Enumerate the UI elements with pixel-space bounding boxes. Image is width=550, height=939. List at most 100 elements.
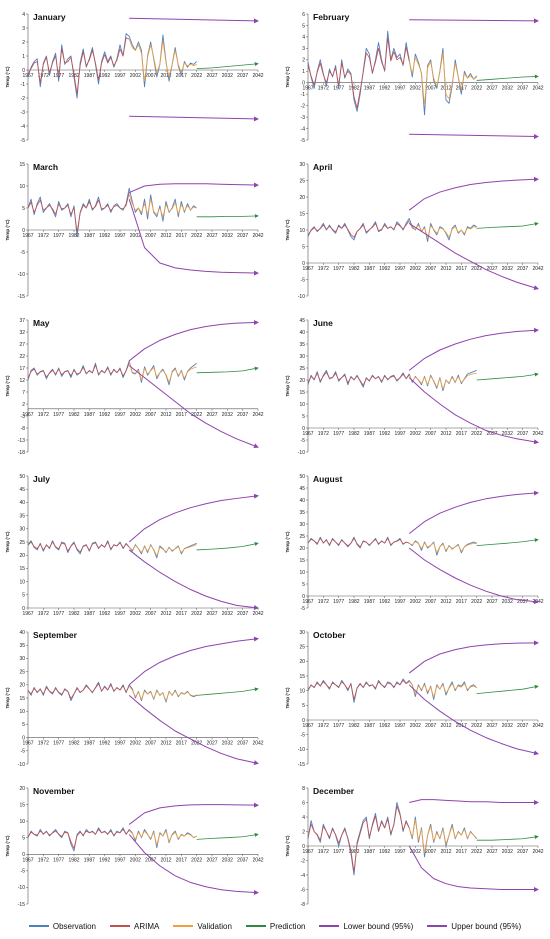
y-tick-label: -3 xyxy=(301,115,306,121)
x-tick-label: 2022 xyxy=(191,73,202,79)
x-tick-label: 2007 xyxy=(425,599,436,605)
series-validation xyxy=(128,361,197,383)
x-tick-label: 1972 xyxy=(318,849,329,855)
series-observation xyxy=(27,33,197,99)
y-tick-label: -3 xyxy=(21,110,26,116)
y-tick-label: 3 xyxy=(22,26,25,32)
x-tick-label: 2002 xyxy=(410,599,421,605)
y-tick-label: 15 xyxy=(19,802,25,808)
y-tick-label: 25 xyxy=(19,669,25,675)
x-tick-label: 2042 xyxy=(252,611,263,617)
y-tick-label: -2 xyxy=(301,858,306,864)
x-tick-label: 2002 xyxy=(410,723,421,729)
x-tick-label: 1982 xyxy=(348,86,359,92)
x-tick-label: 1982 xyxy=(348,266,359,272)
y-tick-label: 25 xyxy=(299,178,305,184)
x-tick-label: 2007 xyxy=(425,723,436,729)
y-tick-label: 30 xyxy=(299,354,305,360)
x-tick-label: 2042 xyxy=(532,266,543,272)
x-tick-label: 2022 xyxy=(471,599,482,605)
x-tick-label: 2027 xyxy=(486,849,497,855)
x-tick-label: 2012 xyxy=(160,412,171,418)
x-tick-label: 1997 xyxy=(114,857,125,863)
y-tick-label: 20 xyxy=(299,659,305,665)
y-tick-label: -5 xyxy=(301,606,306,612)
x-tick-label: 1987 xyxy=(364,723,375,729)
series-upper-bound-95 xyxy=(128,320,259,362)
x-tick-label: 2027 xyxy=(486,86,497,92)
y-tick-label: -18 xyxy=(18,450,25,456)
legend-item-lower-bound-95: Lower bound (95%) xyxy=(319,922,413,931)
y-tick-label: 15 xyxy=(19,566,25,572)
x-tick-label: 2002 xyxy=(130,412,141,418)
y-tick-label: -10 xyxy=(298,294,305,300)
x-tick-label: 1977 xyxy=(53,741,64,747)
x-tick-label: 2037 xyxy=(517,849,528,855)
x-tick-label: 1972 xyxy=(38,233,49,239)
y-tick-label: -1 xyxy=(21,82,26,88)
y-tick-label: 6 xyxy=(302,12,305,18)
series-validation xyxy=(408,221,477,239)
x-tick-label: 2012 xyxy=(440,849,451,855)
y-tick-label: 15 xyxy=(299,674,305,680)
x-tick-label: 2012 xyxy=(160,857,171,863)
y-tick-label: 2 xyxy=(302,58,305,64)
x-tick-label: 1967 xyxy=(302,266,313,272)
y-tick-label: 25 xyxy=(19,540,25,546)
x-tick-label: 1977 xyxy=(333,723,344,729)
panel-april: -10 -5 0 5 10 15 20 25 30 1967 1972 1977 1982 1987 199… xyxy=(285,162,544,300)
x-tick-label: 2022 xyxy=(471,266,482,272)
panel-september: -10 -5 0 5 10 15 20 25 30 35 40 1967 1972 1977 1982 198… xyxy=(5,630,264,768)
y-tick-label: 40 xyxy=(19,630,25,636)
x-tick-label: 2007 xyxy=(145,233,156,239)
panel-title: June xyxy=(313,318,333,328)
x-tick-label: 2037 xyxy=(517,723,528,729)
y-tick-label: -1 xyxy=(301,92,306,98)
series-upper-bound-95 xyxy=(128,802,259,825)
x-tick-label: 2042 xyxy=(252,741,263,747)
series-arima xyxy=(307,538,410,548)
y-axis-label: Temp (°C) xyxy=(5,531,10,552)
y-tick-label: 0 xyxy=(302,844,305,850)
x-tick-label: 1987 xyxy=(364,86,375,92)
x-tick-label: 1997 xyxy=(394,266,405,272)
y-tick-label: -10 xyxy=(18,885,25,891)
x-tick-label: 1982 xyxy=(348,723,359,729)
series-validation xyxy=(409,541,477,554)
panel-title: September xyxy=(33,630,78,640)
x-tick-label: 1977 xyxy=(333,266,344,272)
x-tick-label: 2022 xyxy=(471,723,482,729)
x-tick-label: 1977 xyxy=(53,412,64,418)
y-tick-label: -5 xyxy=(21,749,26,755)
series-arima xyxy=(307,805,410,873)
x-tick-label: 1967 xyxy=(22,857,33,863)
series-upper-bound-95 xyxy=(408,640,539,674)
x-tick-label: 2017 xyxy=(176,857,187,863)
y-tick-label: 40 xyxy=(299,330,305,336)
x-tick-label: 2002 xyxy=(410,431,421,437)
x-tick-label: 2037 xyxy=(237,611,248,617)
x-tick-label: 2022 xyxy=(191,233,202,239)
x-tick-label: 1992 xyxy=(99,412,110,418)
series-upper-bound-95 xyxy=(409,799,539,805)
series-upper-bound-95 xyxy=(129,182,259,194)
y-axis-label: Temp (°C) xyxy=(285,835,290,856)
x-tick-label: 1977 xyxy=(53,233,64,239)
series-prediction xyxy=(476,538,539,546)
y-tick-label: 15 xyxy=(19,162,25,168)
y-tick-label: 12 xyxy=(19,378,25,384)
y-tick-label: 30 xyxy=(19,656,25,662)
x-tick-label: 1967 xyxy=(302,431,313,437)
x-tick-label: 2027 xyxy=(206,741,217,747)
series-validation xyxy=(408,372,477,390)
legend-item-observation: Observation xyxy=(28,922,96,931)
x-tick-label: 2022 xyxy=(471,849,482,855)
x-tick-label: 1977 xyxy=(53,857,64,863)
x-tick-label: 2042 xyxy=(252,233,263,239)
y-tick-label: 35 xyxy=(19,513,25,519)
y-tick-label: -4 xyxy=(301,126,306,132)
x-tick-label: 2037 xyxy=(517,431,528,437)
y-tick-label: 5 xyxy=(302,23,305,29)
x-tick-label: 2027 xyxy=(206,73,217,79)
